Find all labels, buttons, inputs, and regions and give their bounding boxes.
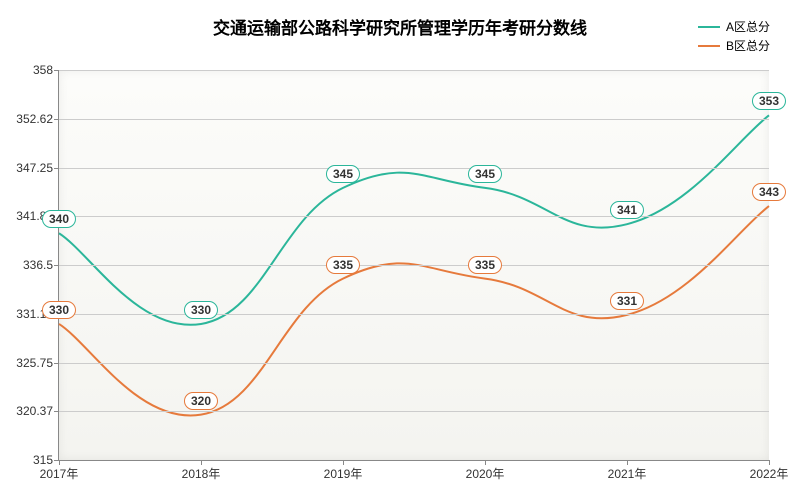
gridline bbox=[59, 314, 769, 315]
legend-swatch bbox=[698, 26, 720, 28]
x-tick-label: 2017年 bbox=[40, 465, 79, 482]
y-tick-mark bbox=[54, 119, 59, 120]
legend-item: B区总分 bbox=[698, 37, 770, 54]
data-label: 341 bbox=[610, 201, 644, 219]
x-tick-mark bbox=[201, 460, 202, 465]
score-line-chart: 交通运输部公路科学研究所管理学历年考研分数线 A区总分 B区总分 315320.3… bbox=[0, 0, 800, 500]
gridline bbox=[59, 168, 769, 169]
y-tick-label: 320.37 bbox=[16, 404, 59, 418]
x-tick-mark bbox=[769, 460, 770, 465]
gridline bbox=[59, 70, 769, 71]
legend-label: A区总分 bbox=[726, 18, 770, 35]
data-label: 330 bbox=[42, 301, 76, 319]
data-label: 340 bbox=[42, 210, 76, 228]
gridline bbox=[59, 265, 769, 266]
x-tick-label: 2018年 bbox=[182, 465, 221, 482]
plot-area: 315320.37325.75331.12336.5341.87347.2535… bbox=[58, 70, 769, 461]
series-line bbox=[59, 115, 769, 324]
x-tick-mark bbox=[343, 460, 344, 465]
series-line bbox=[59, 206, 769, 415]
x-tick-label: 2022年 bbox=[750, 465, 789, 482]
data-label: 335 bbox=[326, 256, 360, 274]
x-tick-mark bbox=[627, 460, 628, 465]
y-tick-label: 352.62 bbox=[16, 112, 59, 126]
gridline bbox=[59, 363, 769, 364]
y-tick-mark bbox=[54, 70, 59, 71]
x-tick-mark bbox=[59, 460, 60, 465]
data-label: 353 bbox=[752, 92, 786, 110]
y-tick-mark bbox=[54, 265, 59, 266]
data-label: 335 bbox=[468, 256, 502, 274]
y-tick-mark bbox=[54, 168, 59, 169]
y-tick-label: 325.75 bbox=[16, 356, 59, 370]
gridline bbox=[59, 119, 769, 120]
data-label: 345 bbox=[326, 165, 360, 183]
data-label: 345 bbox=[468, 165, 502, 183]
gridline bbox=[59, 411, 769, 412]
data-label: 343 bbox=[752, 183, 786, 201]
x-tick-mark bbox=[485, 460, 486, 465]
chart-title: 交通运输部公路科学研究所管理学历年考研分数线 bbox=[0, 14, 800, 39]
y-tick-mark bbox=[54, 411, 59, 412]
y-tick-mark bbox=[54, 363, 59, 364]
x-tick-label: 2020年 bbox=[466, 465, 505, 482]
data-label: 330 bbox=[184, 301, 218, 319]
y-tick-label: 347.25 bbox=[16, 161, 59, 175]
legend-item: A区总分 bbox=[698, 18, 770, 35]
legend-label: B区总分 bbox=[726, 37, 770, 54]
legend: A区总分 B区总分 bbox=[698, 18, 770, 56]
x-tick-label: 2021年 bbox=[608, 465, 647, 482]
data-label: 331 bbox=[610, 292, 644, 310]
gridline bbox=[59, 216, 769, 217]
legend-swatch bbox=[698, 45, 720, 47]
x-tick-label: 2019年 bbox=[324, 465, 363, 482]
data-label: 320 bbox=[184, 392, 218, 410]
